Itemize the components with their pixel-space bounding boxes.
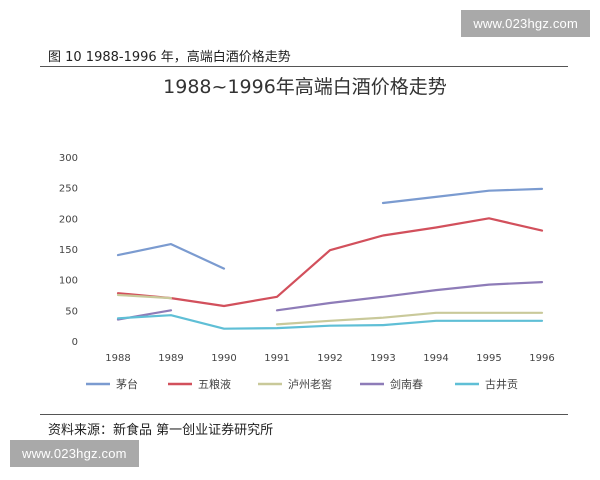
legend-item: 泸州老窖 (258, 377, 332, 391)
y-axis: 0 50 100 150 200 250 300 (59, 153, 78, 348)
legend: 茅台 五粮液 泸州老窖 剑南春 古井贡 (86, 377, 518, 391)
legend-item: 剑南春 (360, 377, 423, 391)
x-tick-label: 1995 (476, 353, 501, 364)
series-line-segment (275, 281, 544, 312)
y-tick-label: 0 (72, 337, 78, 348)
x-tick-label: 1993 (370, 353, 395, 364)
top-rule (40, 66, 568, 67)
figure-caption: 图 10 1988-1996 年，高端白酒价格走势 (48, 50, 291, 65)
watermark-bottom: www.023hgz.com (10, 440, 139, 467)
legend-label: 古井贡 (485, 377, 518, 391)
legend-label: 五粮液 (198, 377, 231, 391)
x-tick-label: 1988 (105, 353, 130, 364)
series-1 (116, 187, 544, 270)
y-tick-label: 150 (59, 245, 78, 256)
series-lines (116, 187, 544, 330)
y-tick-label: 50 (65, 306, 78, 317)
x-tick-label: 1990 (211, 353, 236, 364)
series-line-segment (275, 311, 544, 326)
legend-item: 茅台 (86, 377, 138, 391)
chart-title: 1988~1996年高端白酒价格走势 (163, 76, 447, 98)
legend-label: 泸州老窖 (288, 377, 332, 391)
source-note: 资料来源：新食品 第一创业证券研究所 (48, 423, 274, 438)
series-3 (116, 293, 544, 326)
y-tick-label: 100 (59, 276, 78, 287)
legend-label: 剑南春 (390, 377, 423, 391)
y-tick-label: 200 (59, 214, 78, 225)
watermark-top: www.023hgz.com (461, 10, 590, 37)
series-5 (116, 314, 544, 330)
x-tick-label: 1996 (529, 353, 554, 364)
series-line-segment (116, 217, 544, 308)
series-line-segment (381, 187, 544, 205)
series-line-segment (116, 314, 544, 330)
bottom-rule (40, 414, 568, 415)
y-tick-label: 300 (59, 153, 78, 164)
y-tick-label: 250 (59, 184, 78, 195)
x-tick-label: 1992 (317, 353, 342, 364)
series-2 (116, 217, 544, 308)
x-tick-label: 1991 (264, 353, 289, 364)
legend-item: 古井贡 (455, 377, 518, 391)
x-tick-label: 1989 (158, 353, 183, 364)
legend-item: 五粮液 (168, 377, 231, 391)
x-axis: 1988 1989 1990 1991 1992 1993 1994 1995 1996 (105, 353, 554, 364)
series-line-segment (116, 293, 173, 300)
series-line-segment (116, 243, 226, 270)
legend-label: 茅台 (116, 377, 138, 391)
x-tick-label: 1994 (423, 353, 448, 364)
